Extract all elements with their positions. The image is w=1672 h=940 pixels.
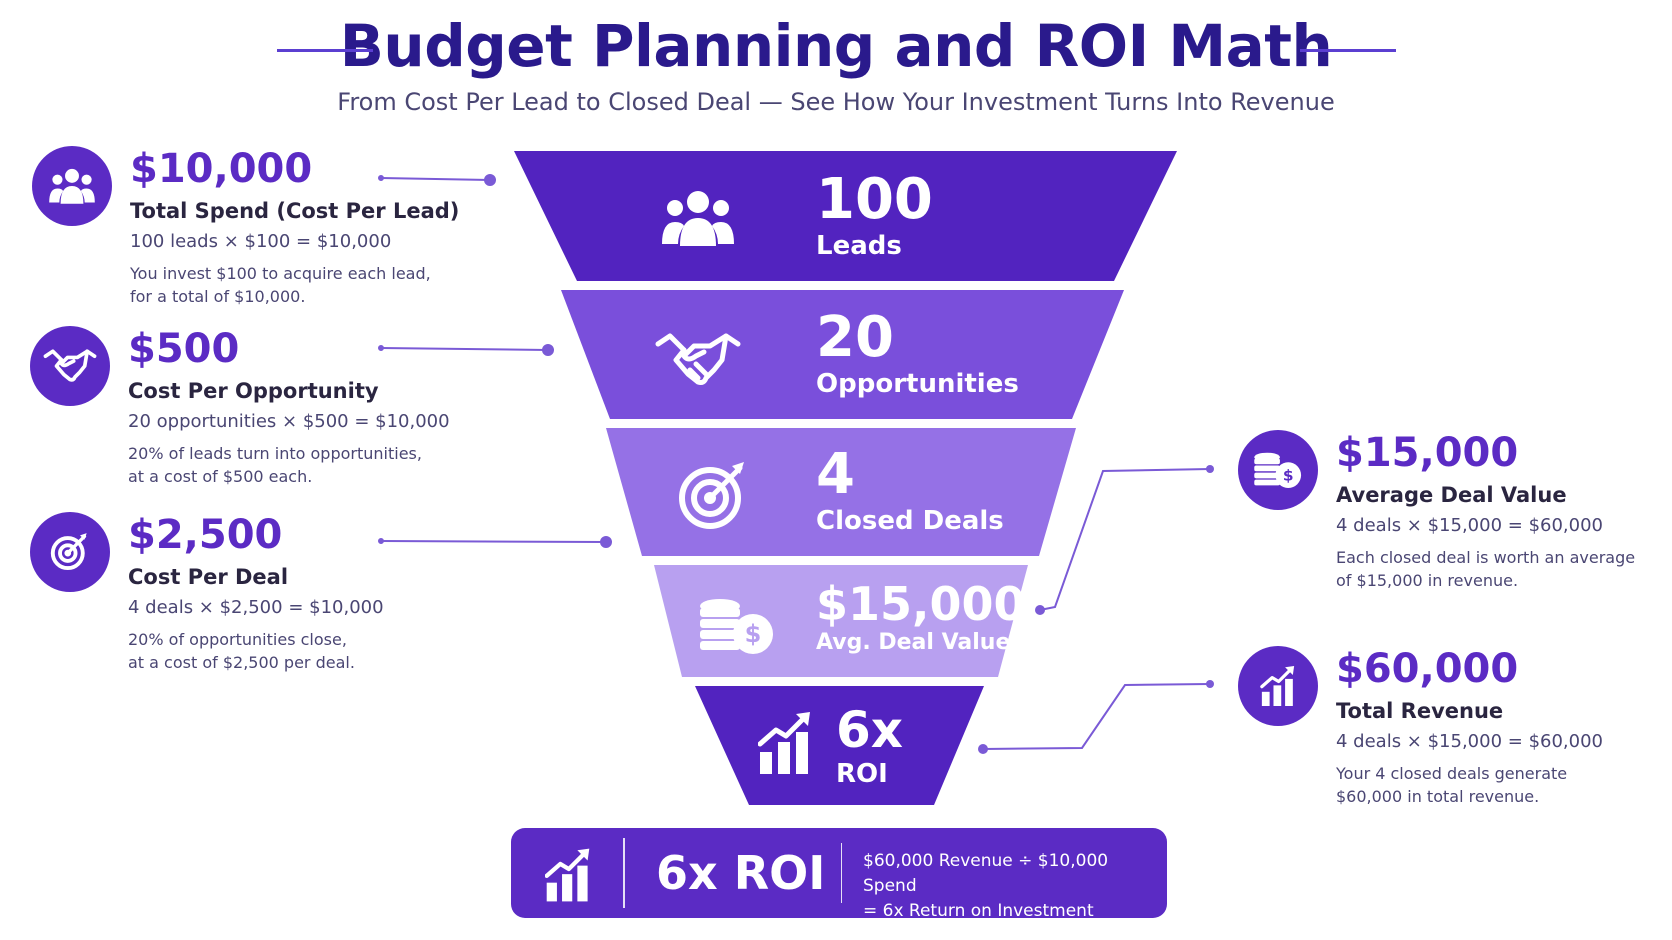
connector-right-2	[982, 683, 1211, 750]
card-formula: 100 leads × $100 = $10,000	[130, 231, 392, 252]
page-title: Budget Planning and ROI Math	[339, 12, 1333, 80]
banner-equation-line1: $60,000 Revenue ÷ $10,000 Spend	[863, 851, 1109, 896]
funnel-stage-name: Closed Deals	[816, 506, 1004, 536]
funnel-stage-number: $15,000	[816, 577, 1026, 631]
funnel-stage-leads: 100 Leads	[816, 170, 933, 262]
connector-left-3	[380, 540, 607, 543]
card-label: Cost Per Opportunity	[128, 379, 379, 403]
banner-divider	[841, 843, 842, 903]
funnel-stage-name: Leads	[816, 231, 902, 261]
funnel-stage-leads-shape	[514, 151, 1177, 281]
svg-text:$: $	[1283, 466, 1294, 484]
roi-summary-banner: 6x ROI $60,000 Revenue ÷ $10,000 Spend =…	[511, 828, 1167, 921]
target-icon	[679, 462, 744, 529]
card-label: Total Spend (Cost Per Lead)	[130, 199, 460, 223]
card-label: Total Revenue	[1336, 699, 1504, 723]
card-description: Your 4 closed deals generate $60,000 in …	[1336, 764, 1568, 806]
banner-headline: 6x ROI	[656, 846, 826, 900]
connector-left-2	[380, 347, 549, 351]
funnel-stage-opportunities: 20 Opportunities	[816, 308, 1019, 400]
funnel-stage-name: Avg. Deal Value	[816, 630, 1011, 655]
coins-icon: $	[700, 599, 773, 654]
handshake-icon	[655, 333, 741, 385]
funnel-stage-deal-value: $15,000 Avg. Deal Value	[816, 578, 1026, 656]
card-label: Cost Per Deal	[128, 565, 289, 589]
funnel-stage-opportunities-shape	[561, 290, 1124, 419]
card-formula: 4 deals × $15,000 = $60,000	[1336, 515, 1604, 536]
funnel-stage-number: 6x	[836, 701, 904, 759]
card-formula: 4 deals × $15,000 = $60,000	[1336, 731, 1604, 752]
title-left-rule	[277, 49, 373, 52]
card-description: Each closed deal is worth an average of …	[1336, 548, 1636, 590]
card-icon-circle: $	[1238, 430, 1318, 510]
funnel-stage-number: 4	[816, 442, 855, 507]
card-icon-circle	[30, 512, 110, 592]
card-description: 20% of leads turn into opportunities, at…	[128, 444, 422, 486]
card-formula: 20 opportunities × $500 = $10,000	[128, 411, 450, 432]
banner-equation: $60,000 Revenue ÷ $10,000 Spend = 6x Ret…	[863, 849, 1167, 924]
funnel-stage-closed-deals: 4 Closed Deals	[816, 445, 1004, 537]
funnel-stage-roi: 6x ROI	[836, 702, 903, 790]
coins-icon: $	[1254, 452, 1302, 488]
card-icon-circle	[1238, 646, 1318, 726]
funnel-stage-number: 100	[816, 167, 933, 232]
connector-right-1	[1039, 468, 1211, 611]
card-value: $2,500	[128, 512, 283, 558]
card-description: You invest $100 to acquire each lead, fo…	[130, 264, 431, 306]
card-icon-circle	[32, 146, 112, 226]
growth-chart-icon	[758, 712, 810, 774]
card-value: $500	[128, 326, 240, 372]
svg-text:$: $	[745, 620, 762, 648]
card-formula: 4 deals × $2,500 = $10,000	[128, 597, 384, 618]
users-icon	[662, 191, 734, 246]
card-icon-circle	[30, 326, 110, 406]
growth-chart-icon	[1260, 666, 1295, 706]
banner-equation-line2: = 6x Return on Investment	[863, 901, 1094, 921]
handshake-icon	[43, 349, 97, 382]
card-description: 20% of opportunities close, at a cost of…	[128, 630, 355, 672]
title-right-rule	[1300, 49, 1396, 52]
card-value: $10,000	[130, 146, 313, 192]
funnel-stage-name: ROI	[836, 759, 888, 789]
growth-chart-icon	[545, 848, 590, 902]
card-value: $60,000	[1336, 646, 1519, 692]
card-value: $15,000	[1336, 430, 1519, 476]
card-label: Average Deal Value	[1336, 483, 1567, 507]
funnel-stage-name: Opportunities	[816, 369, 1019, 399]
page-subtitle: From Cost Per Lead to Closed Deal — See …	[337, 88, 1335, 116]
banner-divider	[623, 838, 625, 908]
connector-left-1	[380, 177, 491, 181]
funnel-stage-number: 20	[816, 305, 894, 370]
target-icon	[50, 533, 87, 571]
users-icon	[49, 168, 95, 204]
funnel-stage-roi-shape	[695, 686, 984, 805]
